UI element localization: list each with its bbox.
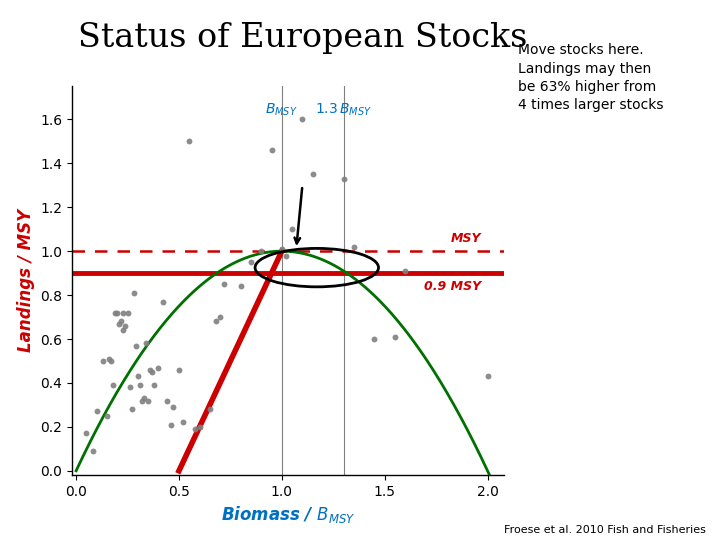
Point xyxy=(287,225,298,233)
Point xyxy=(246,258,257,266)
Point xyxy=(177,418,189,427)
Point xyxy=(140,339,152,348)
Point xyxy=(91,407,102,416)
Point xyxy=(109,308,121,317)
Point xyxy=(87,447,99,455)
Point xyxy=(132,372,143,381)
Text: Move stocks here.
Landings may then
be 63% higher from
4 times larger stocks: Move stocks here. Landings may then be 6… xyxy=(518,43,664,112)
Point xyxy=(117,326,129,335)
Point xyxy=(218,280,230,288)
Point xyxy=(114,319,125,328)
X-axis label: Biomass / $B_{MSY}$: Biomass / $B_{MSY}$ xyxy=(221,504,355,525)
Point xyxy=(81,429,92,438)
Point xyxy=(102,411,113,420)
Point xyxy=(256,247,267,255)
Point xyxy=(276,245,287,253)
Text: $B_{MSY}$: $B_{MSY}$ xyxy=(266,102,298,118)
Point xyxy=(103,354,114,363)
Point xyxy=(369,335,380,343)
Point xyxy=(184,137,195,146)
Point xyxy=(280,251,292,260)
Point xyxy=(204,405,215,414)
Point xyxy=(143,396,154,405)
Point xyxy=(138,394,150,403)
Point xyxy=(112,308,123,317)
Point xyxy=(307,170,318,179)
Point xyxy=(107,381,119,389)
Text: MSY: MSY xyxy=(451,232,482,245)
Point xyxy=(97,356,109,365)
Point xyxy=(161,396,172,405)
Point xyxy=(165,420,176,429)
Point xyxy=(146,368,158,376)
Point xyxy=(157,298,168,306)
Point xyxy=(215,313,226,321)
Point xyxy=(390,333,401,341)
Point xyxy=(124,383,135,391)
Point xyxy=(210,317,222,326)
Point xyxy=(153,363,164,372)
Point xyxy=(148,381,160,389)
Point xyxy=(194,423,205,431)
Point xyxy=(128,288,140,297)
Point xyxy=(105,356,117,365)
Y-axis label: Landings / MSY: Landings / MSY xyxy=(17,209,35,353)
Text: Froese et al. 2010 Fish and Fisheries: Froese et al. 2010 Fish and Fisheries xyxy=(504,524,706,535)
Point xyxy=(338,174,349,183)
Text: 0.9 MSY: 0.9 MSY xyxy=(424,280,482,293)
Point xyxy=(134,381,145,389)
Point xyxy=(145,366,156,374)
Point xyxy=(117,308,129,317)
Text: $1.3\,B_{MSY}$: $1.3\,B_{MSY}$ xyxy=(315,102,372,118)
Point xyxy=(297,115,308,124)
Point xyxy=(400,267,411,275)
Point xyxy=(120,321,131,330)
Point xyxy=(136,396,148,405)
Point xyxy=(189,425,201,434)
Point xyxy=(482,372,493,381)
Point xyxy=(116,317,127,326)
Point xyxy=(167,403,179,411)
Point xyxy=(348,242,359,251)
Point xyxy=(126,405,138,414)
Point xyxy=(174,366,185,374)
Point xyxy=(266,146,277,154)
Point xyxy=(130,341,142,350)
Text: Status of European Stocks: Status of European Stocks xyxy=(78,22,527,53)
Point xyxy=(235,282,246,291)
Point xyxy=(122,308,133,317)
